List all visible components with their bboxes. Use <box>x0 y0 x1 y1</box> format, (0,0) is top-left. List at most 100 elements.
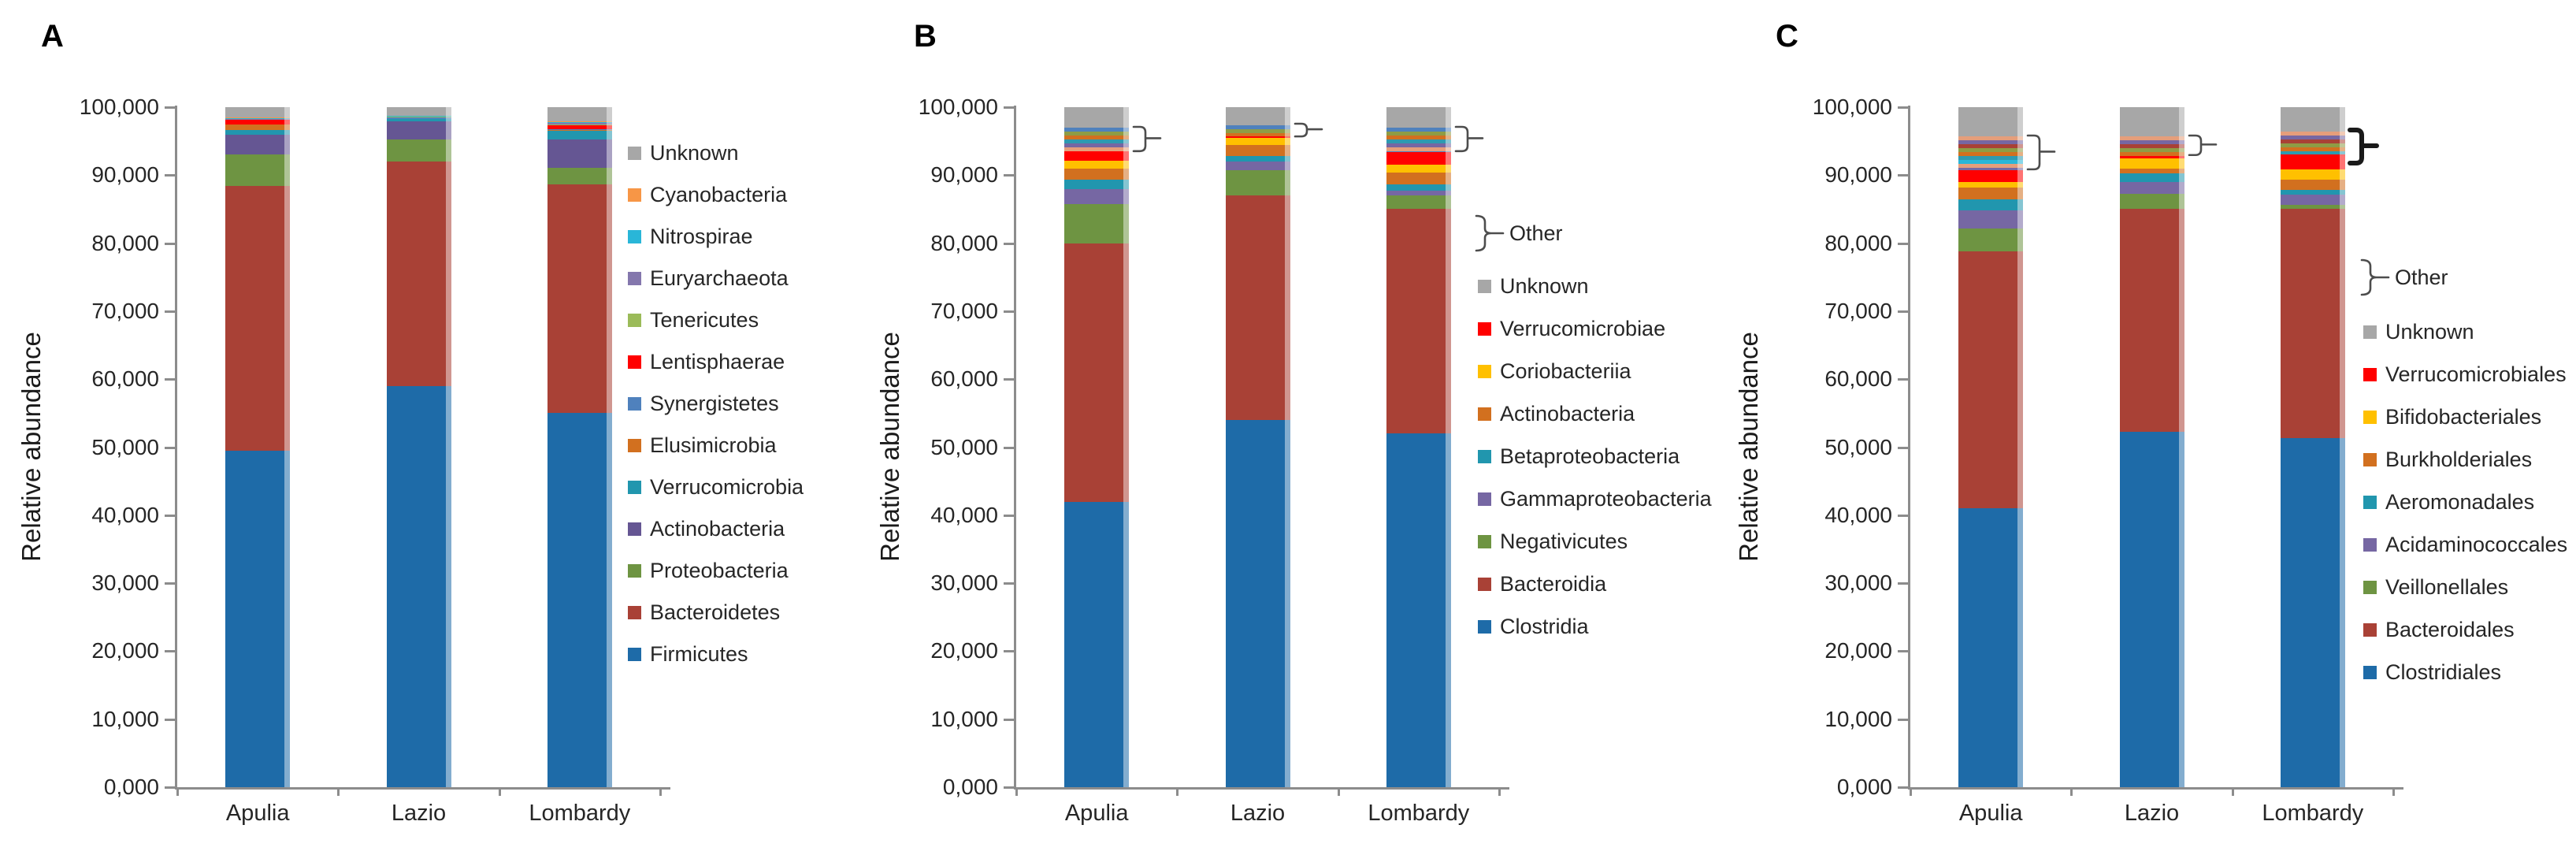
legend-label-aeromonadales: Aeromonadales <box>2385 490 2535 514</box>
segment-nitrospirae-apulia <box>225 117 291 119</box>
y-tick-mark <box>1898 446 1908 449</box>
segment-bifidobacteriales-apulia <box>1958 182 2024 188</box>
legend-swatch-gammaproteobacteria <box>1478 492 1491 506</box>
x-axis-tick <box>337 787 340 796</box>
legend-item-unknown: Unknown <box>2363 320 2474 344</box>
segment-proteobacteria-lombardy <box>547 167 612 184</box>
legend-swatch-euryarchaeota <box>628 272 641 285</box>
legend-label-actinobacteria: Actinobacteria <box>650 517 785 541</box>
legend-swatch-firmicutes <box>628 648 641 661</box>
y-tick-mark <box>1898 786 1908 789</box>
y-tick-label: 0,000 <box>103 775 159 799</box>
y-tick-mark <box>1004 582 1014 585</box>
segment-verrucomicrobiales-lazio <box>2119 156 2184 158</box>
y-tick-mark <box>1898 378 1908 381</box>
legend-item-bifidobacteriales: Bifidobacteriales <box>2363 405 2541 429</box>
legend-swatch-bacteroidetes <box>628 606 641 619</box>
plot-area: 100,000 90,000 80,000 70,000 60,000 50,000 40,… <box>919 95 1509 799</box>
legend-item-actinobacteria: Actinobacteria <box>1478 402 1635 426</box>
stacked-bar-lombardy <box>547 107 612 787</box>
y-tick-label: 20,000 <box>930 638 998 663</box>
segment-other-apulia <box>1958 136 2024 171</box>
segment-clostridia-apulia <box>1064 501 1130 787</box>
legend-item-unknown: Unknown <box>1478 274 1589 299</box>
legend-swatch-actinobacteria <box>628 522 641 536</box>
legend-swatch-actinobacteria <box>1478 407 1491 421</box>
legend-item-cyanobacteria: Cyanobacteria <box>628 183 787 207</box>
segment-bacteroidetes-lazio <box>386 162 451 386</box>
y-tick-mark <box>1004 514 1014 517</box>
legend-label-clostridia: Clostridia <box>1500 615 1589 638</box>
y-tick-mark <box>1898 174 1908 177</box>
segment-elusimicrobia-lombardy <box>547 129 612 132</box>
segment-tenericutes-lombardy <box>547 124 612 126</box>
y-tick-label: 90,000 <box>1824 162 1892 188</box>
legend-swatch-negativicutes <box>1478 535 1491 548</box>
legend-swatch-verrucomicrobiales <box>2363 368 2377 381</box>
x-axis-tick <box>498 787 501 796</box>
legend-label-betaproteobacteria: Betaproteobacteria <box>1500 444 1680 468</box>
segment-clostridia-lazio <box>1225 419 1290 787</box>
legend-label-bacteroidales: Bacteroidales <box>2385 618 2515 641</box>
panel-letter-a: A <box>41 19 64 54</box>
x-axis-tick <box>659 787 662 796</box>
legend-label-unknown: Unknown <box>1500 274 1589 298</box>
y-tick-label: 100,000 <box>79 95 159 119</box>
legend-swatch-acidaminococcales <box>2363 538 2377 552</box>
y-tick-label: 40,000 <box>91 502 159 527</box>
segment-firmicutes-lombardy <box>547 413 612 787</box>
segment-actinobacteria-lombardy <box>1386 172 1451 185</box>
y-tick-label: 100,000 <box>918 95 998 119</box>
legend-item-unknown: Unknown <box>628 141 739 165</box>
x-axis-tick <box>2392 787 2395 796</box>
segment-verrucomicrobiales-lombardy <box>2280 154 2345 169</box>
legend-swatch-tenericutes <box>628 314 641 327</box>
y-tick-label: 70,000 <box>1824 298 1892 323</box>
y-tick-label: 0,000 <box>942 775 998 799</box>
segment-aeromonadales-lombardy <box>2280 190 2345 195</box>
segment-bacteroidetes-lombardy <box>547 184 612 414</box>
legend-swatch-unknown <box>2363 325 2377 339</box>
segment-acidaminococcales-apulia <box>1958 210 2024 229</box>
legend-swatch-veillonellales <box>2363 581 2377 594</box>
segment-proteobacteria-apulia <box>225 154 291 187</box>
segment-actinobacteria-lazio <box>1225 144 1290 157</box>
x-category-label-lazio: Lazio <box>2124 801 2180 826</box>
y-tick-label: 10,000 <box>930 706 998 731</box>
stacked-bar-lazio <box>2119 107 2184 787</box>
legend-label-firmicutes: Firmicutes <box>650 642 748 666</box>
legend-swatch-clostridia <box>1478 620 1491 634</box>
y-tick-label: 70,000 <box>930 298 998 323</box>
x-category-label-lombardy: Lombardy <box>1368 801 1470 826</box>
legend-swatch-bifidobacteriales <box>2363 411 2377 424</box>
legend-swatch-verrucomicrobia <box>628 481 641 494</box>
y-tick-mark <box>165 446 175 449</box>
x-axis-tick <box>2231 787 2234 796</box>
segment-lentisphaerae-lombardy <box>547 125 612 129</box>
segment-unknown-lombardy <box>2280 107 2345 132</box>
segment-verrucomicrobiae-lazio <box>1225 136 1290 138</box>
legend-label-clostridiales: Clostridiales <box>2385 660 2502 684</box>
y-tick-label: 10,000 <box>91 706 159 731</box>
segment-clostridiales-lazio <box>2119 431 2184 787</box>
segment-aeromonadales-lazio <box>2119 173 2184 182</box>
segment-veillonellales-lombardy <box>2280 205 2345 209</box>
segment-synergistetes-lombardy <box>547 128 612 130</box>
x-axis-line <box>1014 787 1509 790</box>
y-axis-line <box>1014 106 1016 789</box>
legend-label-synergistetes: Synergistetes <box>650 392 779 415</box>
segment-gammaproteobacteria-lazio <box>1225 162 1290 171</box>
other-group-bracket <box>1132 125 1162 153</box>
y-tick-mark <box>165 242 175 245</box>
y-tick-label: 30,000 <box>91 570 159 596</box>
legend-item-acidaminococcales: Acidaminococcales <box>2363 533 2567 557</box>
legend-label-acidaminococcales: Acidaminococcales <box>2385 533 2568 556</box>
x-category-label-lombardy: Lombardy <box>2262 801 2364 826</box>
legend-item-bacteroidetes: Bacteroidetes <box>628 600 780 625</box>
y-tick-mark <box>1004 446 1014 449</box>
legend-item-betaproteobacteria: Betaproteobacteria <box>1478 444 1680 469</box>
segment-nitrospirae-lombardy <box>547 122 612 123</box>
stacked-bar-apulia <box>1064 107 1130 787</box>
chart-panel-a: A Relative abundance 100,000 90,000 80,000 70… <box>0 0 859 851</box>
